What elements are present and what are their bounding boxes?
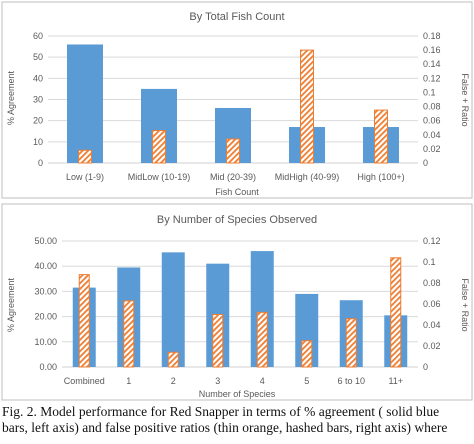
- y-tick-label: 60: [33, 31, 43, 41]
- y-tick-label: 20.00: [34, 312, 57, 322]
- y-tick-label: 30.00: [34, 286, 57, 296]
- y2-tick-label: 0.12: [423, 236, 441, 246]
- x-tick-label: 1: [126, 376, 131, 386]
- bars: [67, 44, 399, 164]
- x-tick-label: MidHigh (40-99): [275, 172, 340, 182]
- y2-ticks: 0 0.02 0.04 0.06 0.08 0.1 0.12: [423, 236, 441, 372]
- agreement-bar: [67, 44, 103, 163]
- y2-tick-label: 0.1: [423, 87, 436, 97]
- y-tick-label: 10.00: [34, 337, 57, 347]
- false-positive-bar: [167, 351, 179, 368]
- y-tick-label: 0: [38, 158, 43, 168]
- y2-tick-label: 0.02: [423, 144, 441, 154]
- false-positive-bar: [256, 311, 268, 368]
- x-tick-label: 3: [215, 376, 220, 386]
- y-tick-label: 40: [33, 73, 43, 83]
- y2-ticks: 0 0.02 0.04 0.06 0.08 0.1 0.12 0.14 0.16 0.18: [423, 31, 441, 168]
- y-ticks: 0.00 10.00 20.00 30.00 40.00 50.00: [34, 236, 57, 372]
- y2-tick-label: 0.08: [423, 278, 441, 288]
- y2-tick-label: 0.02: [423, 341, 441, 351]
- y-tick-label: 0.00: [39, 362, 57, 372]
- y-tick-label: 10: [33, 137, 43, 147]
- false-positive-bar: [300, 49, 314, 164]
- x-tick-label: 5: [304, 376, 309, 386]
- y-ticks: 0 10 20 30 40 50 60: [33, 31, 43, 168]
- caption-line-1: Fig. 2. Model performance for Red Snappe…: [2, 404, 440, 419]
- y-tick-label: 30: [33, 95, 43, 105]
- x-ticks: Low (1-9) MidLow (10-19) Mid (20-39) MidHig…: [66, 172, 405, 182]
- y-tick-label: 50: [33, 52, 43, 62]
- false-positive-bar: [78, 274, 90, 368]
- chart-species: By Number of Species Observed 0.00 10.00 2…: [1, 203, 473, 401]
- x-tick-label: Low (1-9): [66, 172, 104, 182]
- false-positive-bar: [345, 318, 357, 368]
- x-tick-label: Combined: [64, 376, 105, 386]
- y2-tick-label: 0.18: [423, 31, 441, 41]
- x-tick-label: Mid (20-39): [210, 172, 256, 182]
- y-tick-label: 40.00: [34, 261, 57, 271]
- y2-axis-label: False + Ratio: [460, 73, 470, 126]
- x-tick-label: 11+: [388, 376, 403, 386]
- caption-line-2: bars, left axis) and false positive rati…: [2, 420, 448, 435]
- false-positive-bar: [123, 300, 135, 368]
- x-tick-label: High (100+): [357, 172, 404, 182]
- gridlines: [48, 35, 418, 164]
- y2-tick-label: 0.16: [423, 45, 441, 55]
- x-tick-label: 4: [260, 376, 265, 386]
- false-positive-bar: [390, 257, 402, 368]
- bars: [72, 251, 408, 368]
- false-positive-bar: [226, 138, 240, 164]
- chart-title: By Total Fish Count: [189, 11, 284, 23]
- x-tick-label: 2: [171, 376, 176, 386]
- agreement-bar: [161, 252, 185, 367]
- y2-tick-label: 0: [423, 158, 428, 168]
- x-axis-label: Number of Species: [199, 389, 276, 399]
- y2-tick-label: 0.1: [423, 257, 436, 267]
- y-axis-label: % Agreement: [6, 70, 16, 125]
- y-tick-label: 50.00: [34, 236, 57, 246]
- x-tick-label: 6 to 10: [337, 376, 365, 386]
- false-positive-bar: [301, 340, 313, 368]
- figure-caption: Fig. 2. Model performance for Red Snappe…: [2, 404, 474, 444]
- x-tick-label: MidLow (10-19): [128, 172, 191, 182]
- agreement-bar: [250, 251, 274, 367]
- false-positive-bar: [152, 130, 166, 164]
- chart-frame: [1, 203, 473, 401]
- y2-tick-label: 0.04: [423, 130, 441, 140]
- y2-tick-label: 0.06: [423, 116, 441, 126]
- y2-axis-label: False + Ratio: [460, 278, 470, 331]
- y2-tick-label: 0.06: [423, 299, 441, 309]
- x-axis-label: Fish Count: [215, 187, 259, 197]
- y-tick-label: 20: [33, 116, 43, 126]
- y2-tick-label: 0: [423, 362, 428, 372]
- y-axis-label: % Agreement: [6, 277, 16, 332]
- y2-tick-label: 0.08: [423, 102, 441, 112]
- x-ticks: Combined 1 2 3 4 5 6 to 10 11+: [64, 376, 403, 386]
- agreement-bar: [295, 293, 319, 367]
- y2-tick-label: 0.12: [423, 73, 441, 83]
- y2-tick-label: 0.14: [423, 59, 441, 69]
- false-positive-bar: [212, 314, 224, 368]
- false-positive-bar: [78, 149, 92, 164]
- chart-title: By Number of Species Observed: [157, 214, 317, 226]
- false-positive-bar: [374, 109, 388, 164]
- y2-tick-label: 0.04: [423, 320, 441, 330]
